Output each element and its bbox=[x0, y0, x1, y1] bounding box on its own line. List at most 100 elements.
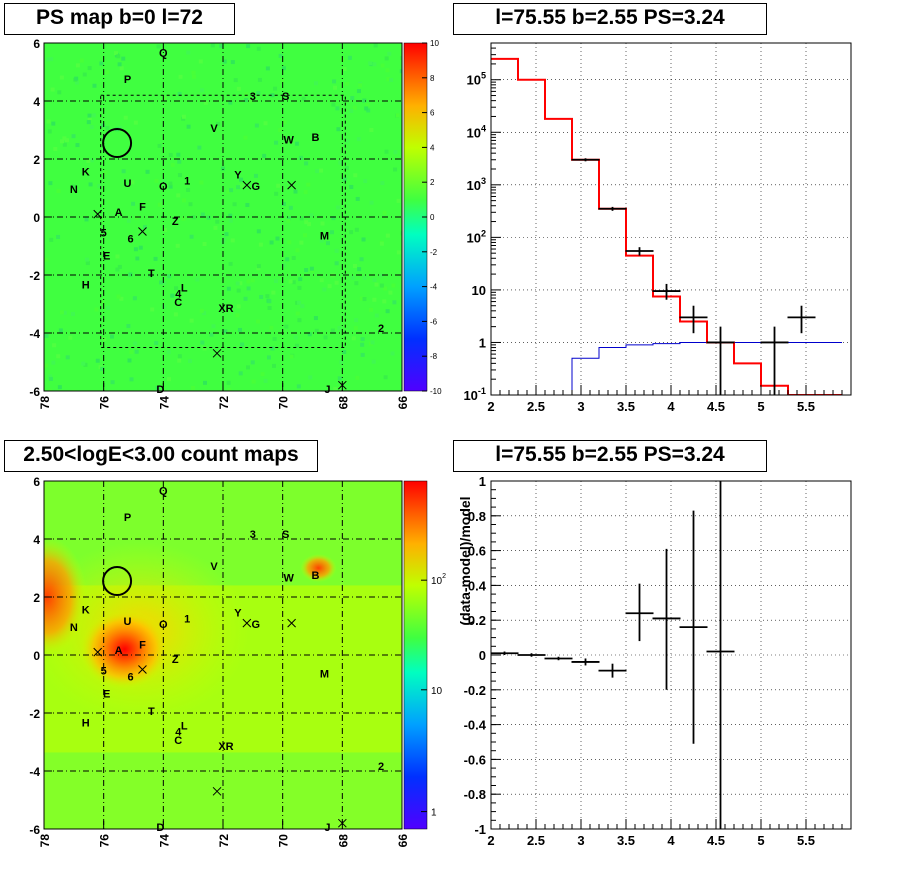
cross-marker bbox=[287, 180, 296, 190]
map-noise bbox=[336, 127, 341, 132]
map-noise bbox=[319, 168, 324, 173]
map-noise bbox=[131, 201, 136, 206]
map-noise bbox=[49, 57, 54, 62]
map-noise bbox=[271, 290, 276, 295]
map-noise bbox=[360, 337, 365, 342]
map-noise bbox=[65, 355, 70, 360]
map-noise bbox=[257, 77, 262, 82]
map-noise bbox=[203, 100, 208, 105]
map-noise bbox=[155, 385, 160, 390]
map-noise bbox=[295, 248, 300, 253]
map-noise bbox=[362, 297, 367, 302]
x-tick-label: 3.5 bbox=[617, 833, 635, 848]
map-noise bbox=[91, 113, 96, 118]
map-noise bbox=[134, 349, 139, 354]
map-noise bbox=[354, 281, 359, 286]
source-label: D bbox=[156, 822, 164, 834]
x-tick-label: 74 bbox=[157, 834, 171, 848]
map-noise bbox=[189, 234, 194, 239]
map-noise bbox=[127, 358, 132, 363]
x-tick-label: 5.5 bbox=[797, 833, 815, 848]
y-tick-label: 10-1 bbox=[463, 386, 486, 403]
source-label: 2 bbox=[378, 323, 384, 335]
y-tick-label: 1 bbox=[479, 335, 486, 350]
map-noise bbox=[236, 86, 241, 91]
source-label: E bbox=[103, 251, 110, 263]
map-noise bbox=[202, 346, 207, 351]
map-noise bbox=[70, 311, 75, 316]
source-label: 4 bbox=[175, 288, 182, 300]
map-noise bbox=[336, 205, 341, 210]
source-label: B bbox=[312, 132, 320, 144]
map-noise bbox=[113, 51, 118, 56]
map-noise bbox=[226, 189, 231, 194]
source-blob bbox=[44, 537, 87, 657]
map-noise bbox=[325, 241, 330, 246]
map-noise bbox=[223, 329, 228, 334]
source-label: 5 bbox=[101, 666, 107, 678]
map-noise bbox=[372, 277, 377, 282]
cross-marker bbox=[242, 618, 252, 628]
residual-plot bbox=[491, 481, 735, 829]
map-noise bbox=[256, 319, 261, 324]
map-noise bbox=[338, 160, 343, 165]
map-noise bbox=[129, 349, 134, 354]
map-noise bbox=[256, 229, 261, 234]
map-noise bbox=[118, 125, 123, 130]
map-noise bbox=[230, 60, 235, 65]
map-noise bbox=[86, 120, 91, 125]
map-noise bbox=[386, 77, 391, 82]
y-tick-label: 0.4 bbox=[468, 578, 487, 593]
map-noise bbox=[349, 109, 354, 114]
map-noise bbox=[245, 202, 250, 207]
map-noise bbox=[303, 190, 308, 195]
x-tick-label: 4.5 bbox=[707, 833, 725, 848]
map-noise bbox=[349, 230, 354, 235]
map-noise bbox=[44, 363, 49, 368]
map-noise bbox=[105, 305, 110, 310]
source-label: N bbox=[70, 184, 78, 196]
map-noise bbox=[256, 266, 261, 271]
map-noise bbox=[244, 92, 249, 97]
map-noise bbox=[308, 375, 313, 380]
source-label: P bbox=[124, 74, 131, 86]
map-noise bbox=[115, 267, 120, 272]
source-label: S bbox=[282, 91, 289, 103]
map-noise bbox=[345, 138, 350, 143]
map-noise bbox=[272, 363, 277, 368]
map-noise bbox=[243, 296, 248, 301]
map-noise bbox=[265, 66, 270, 71]
source-label: T bbox=[148, 268, 155, 280]
map-noise bbox=[51, 360, 56, 365]
map-noise bbox=[320, 221, 325, 226]
map-noise bbox=[189, 318, 194, 323]
map-top-title: PS map b=0 l=72 bbox=[4, 3, 235, 35]
map-noise bbox=[166, 350, 171, 355]
map-noise bbox=[297, 285, 302, 290]
map-noise bbox=[298, 277, 303, 282]
source-label: U bbox=[124, 616, 132, 628]
map-noise bbox=[368, 307, 373, 312]
source-label: H bbox=[82, 280, 90, 292]
map-noise bbox=[162, 280, 167, 285]
x-tick-label: 72 bbox=[217, 396, 231, 410]
map-noise bbox=[339, 360, 344, 365]
map-noise bbox=[360, 352, 365, 357]
source-label: J bbox=[324, 384, 330, 396]
map-noise bbox=[202, 311, 207, 316]
map-noise bbox=[389, 78, 394, 83]
map-noise bbox=[332, 79, 337, 84]
map-noise bbox=[269, 325, 274, 330]
x-tick-label: 2 bbox=[487, 833, 494, 848]
map-noise bbox=[103, 170, 108, 175]
map-noise bbox=[132, 296, 137, 301]
map-noise bbox=[213, 225, 218, 230]
map-noise bbox=[351, 336, 356, 341]
map-noise bbox=[304, 268, 309, 273]
map-noise bbox=[274, 191, 279, 196]
x-tick-label: 4.5 bbox=[707, 399, 725, 414]
map-noise bbox=[246, 279, 251, 284]
map-noise bbox=[157, 143, 162, 148]
